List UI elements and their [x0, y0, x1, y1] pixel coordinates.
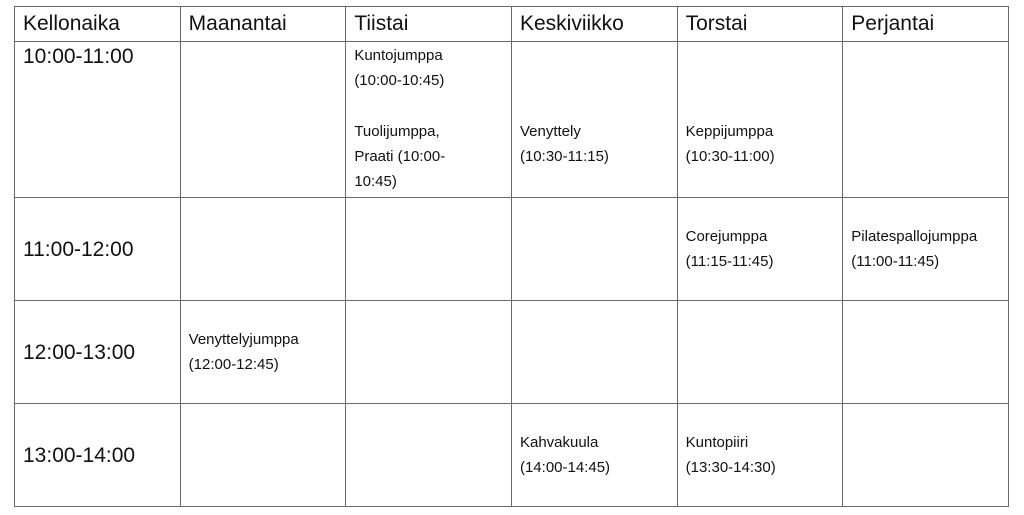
class-name: Corejumppa [685, 228, 768, 245]
cell-empty [345, 300, 512, 404]
cell-empty [676, 300, 844, 404]
time-slot: 12:00-13:00 [14, 300, 181, 404]
class-name: Venyttely [519, 123, 581, 140]
header-row: Kellonaika Maanantai Tiistai Keskiviikko… [14, 6, 1009, 42]
cell-friday: Pilatespallojumppa (11:00-11:45) [842, 197, 1009, 301]
cell-empty [179, 403, 347, 507]
class-time: (10:00-10:45) [354, 72, 445, 89]
cell-empty [842, 41, 1009, 198]
header-wednesday: Keskiviikko [510, 6, 678, 42]
cell-empty [510, 197, 678, 301]
class-name: Pilatespallojumppa [851, 228, 978, 245]
cell-thursday: Corejumppa (11:15-11:45) [676, 197, 844, 301]
cell-empty [179, 197, 347, 301]
class-time: (10:30-11:15) [519, 148, 609, 165]
cell-thursday: Kuntopiiri (13:30-14:30) [676, 403, 844, 507]
cell-empty [345, 197, 512, 301]
class-time: 10:45) [354, 173, 397, 190]
cell-empty [179, 41, 347, 198]
class-time: (10:30-11:00) [685, 148, 775, 165]
class-name: Venyttelyjumppa [188, 331, 299, 348]
class-name: Keppijumppa [685, 123, 774, 140]
cell-empty [510, 300, 678, 404]
cell-empty [842, 403, 1009, 507]
header-time: Kellonaika [14, 6, 181, 42]
time-slot: 13:00-14:00 [14, 403, 181, 507]
class-name: Kuntojumppa [354, 47, 443, 64]
table-row: 11:00-12:00 Corejumppa (11:15-11:45) Pil… [14, 197, 1009, 301]
cell-empty [345, 403, 512, 507]
class-time: (11:15-11:45) [685, 253, 774, 270]
header-thursday: Torstai [676, 6, 844, 42]
schedule-table: Kellonaika Maanantai Tiistai Keskiviikko… [14, 6, 1009, 507]
cell-wednesday: Kahvakuula (14:00-14:45) [510, 403, 678, 507]
class-time: Praati (10:00- [354, 148, 446, 165]
cell-thursday: Keppijumppa (10:30-11:00) [676, 41, 844, 198]
header-monday: Maanantai [179, 6, 347, 42]
class-time: (11:00-11:45) [851, 253, 940, 270]
class-name: Kuntopiiri [685, 434, 749, 451]
time-slot: 10:00-11:00 [14, 41, 181, 198]
class-name: Kahvakuula [519, 434, 599, 451]
header-tuesday: Tiistai [345, 6, 512, 42]
table-row: 10:00-11:00 Kuntojumppa (10:00-10:45) Tu… [14, 41, 1009, 198]
cell-monday: Venyttelyjumppa (12:00-12:45) [179, 300, 347, 404]
class-time: (12:00-12:45) [188, 356, 279, 373]
table-row: 12:00-13:00 Venyttelyjumppa (12:00-12:45… [14, 300, 1009, 404]
class-name: Tuolijumppa, [354, 123, 440, 140]
header-friday: Perjantai [842, 6, 1009, 42]
cell-tuesday: Kuntojumppa (10:00-10:45) Tuolijumppa, P… [345, 41, 512, 198]
class-time: (14:00-14:45) [519, 459, 611, 476]
time-slot: 11:00-12:00 [14, 197, 181, 301]
cell-empty [842, 300, 1009, 404]
cell-wednesday: Venyttely (10:30-11:15) [510, 41, 678, 198]
table-row: 13:00-14:00 Kahvakuula (14:00-14:45) Kun… [14, 403, 1009, 507]
class-time: (13:30-14:30) [685, 459, 776, 476]
